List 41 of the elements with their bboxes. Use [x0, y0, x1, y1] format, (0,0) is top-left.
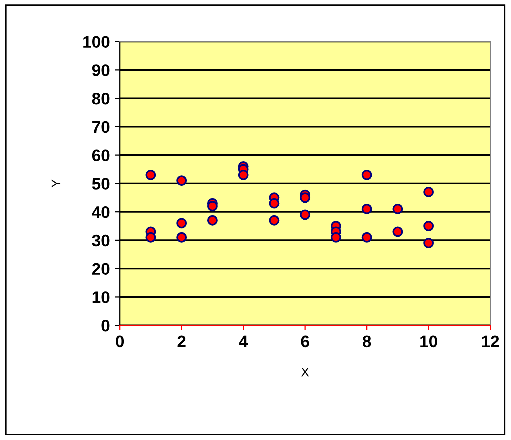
y-tick-label: 70 — [92, 121, 110, 134]
point — [146, 232, 156, 243]
y-axis-title: Y — [52, 180, 61, 188]
point — [269, 198, 280, 209]
y-tick-label: 60 — [92, 150, 110, 162]
point — [176, 218, 188, 229]
point — [392, 204, 404, 214]
y-tick-label: 50 — [92, 178, 110, 190]
point — [362, 232, 372, 243]
y-tick-label: 90 — [92, 64, 110, 76]
y-tick-label: 30 — [92, 234, 110, 247]
x-tick-label: 6 — [301, 336, 310, 348]
point — [362, 204, 372, 214]
point — [238, 170, 249, 180]
x-tick-label: 2 — [178, 336, 186, 348]
x-tick-label: 10 — [420, 336, 438, 348]
x-tick-label: 8 — [362, 336, 372, 348]
x-axis-title: X — [301, 368, 310, 377]
point — [362, 170, 372, 180]
point — [207, 201, 218, 212]
y-tick-label: 20 — [92, 263, 110, 276]
point — [300, 192, 311, 204]
point — [207, 215, 218, 226]
x-tick-label: 0 — [116, 336, 124, 348]
point — [269, 215, 280, 226]
y-tick-label: 80 — [92, 92, 110, 105]
point — [176, 176, 188, 186]
y-tick-label: 40 — [92, 206, 110, 218]
point — [330, 232, 342, 243]
point — [300, 210, 311, 220]
x-tick-label: 4 — [239, 336, 248, 348]
y-tick-label: 100 — [84, 36, 110, 48]
point — [424, 238, 434, 249]
point — [392, 226, 404, 238]
y-tick-label: 10 — [92, 292, 110, 304]
point — [424, 186, 434, 198]
y-tick-label: 0 — [102, 320, 110, 332]
x-tick-label: 12 — [482, 336, 500, 348]
point — [424, 221, 434, 232]
point — [176, 232, 188, 243]
point — [146, 170, 156, 180]
